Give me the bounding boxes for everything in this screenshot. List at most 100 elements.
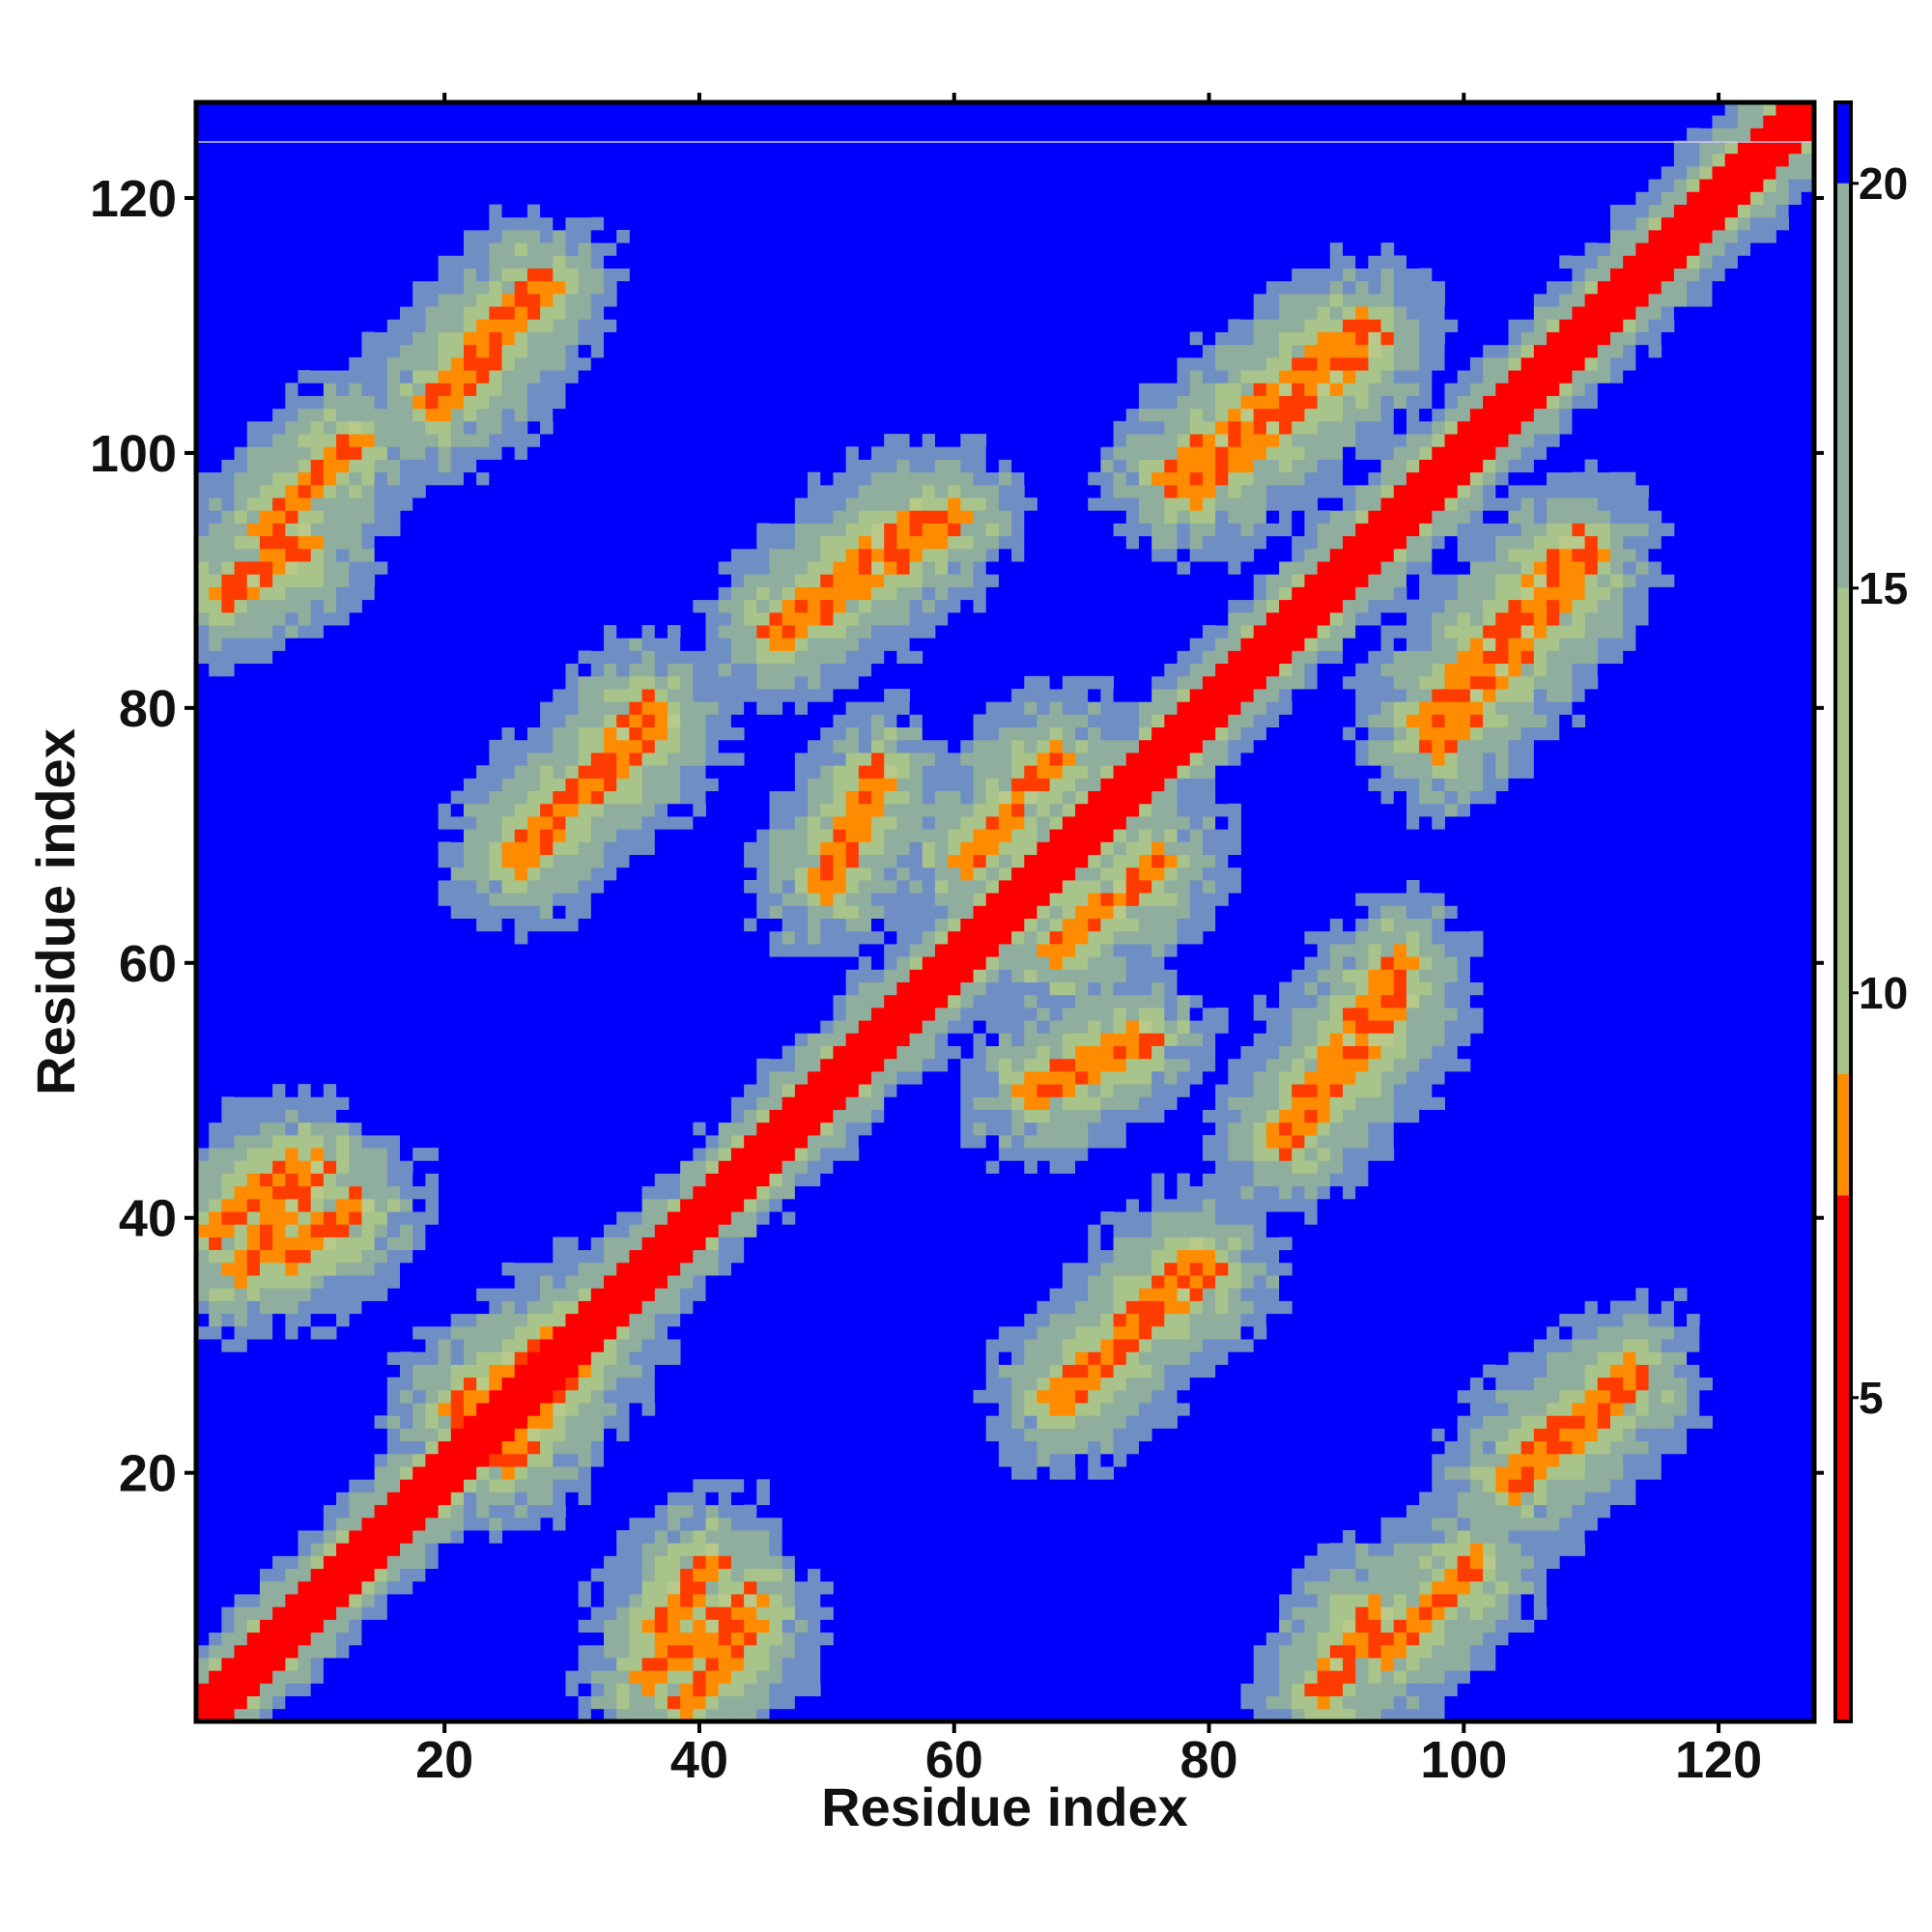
heatmap-cell xyxy=(425,319,439,332)
heatmap-cell xyxy=(1189,1007,1204,1021)
heatmap-cell xyxy=(1049,1403,1064,1416)
heatmap-cell xyxy=(756,893,770,906)
heatmap-cell xyxy=(808,1185,821,1200)
heatmap-cell xyxy=(310,1606,325,1620)
heatmap-cell xyxy=(922,1007,936,1021)
heatmap-cell xyxy=(756,1185,770,1200)
heatmap-cell xyxy=(501,1453,516,1467)
heatmap-cell xyxy=(476,370,490,384)
heatmap-cell xyxy=(1125,778,1140,792)
heatmap-cell xyxy=(540,854,554,868)
heatmap-cell xyxy=(616,1530,630,1544)
heatmap-cell xyxy=(1202,1084,1216,1097)
heatmap-cell xyxy=(934,586,949,601)
heatmap-cell xyxy=(1240,1313,1255,1327)
heatmap-cell xyxy=(1177,1236,1191,1251)
heatmap-cell xyxy=(884,459,897,473)
heatmap-cell xyxy=(641,1339,656,1352)
heatmap-cell xyxy=(438,893,452,906)
heatmap-cell xyxy=(1177,1300,1191,1315)
heatmap-cell xyxy=(438,1415,452,1429)
heatmap-cell xyxy=(718,548,732,562)
heatmap-cell xyxy=(616,1670,630,1684)
heatmap-cell xyxy=(1088,1096,1101,1110)
heatmap-cell xyxy=(1062,1415,1076,1429)
heatmap-cell xyxy=(1138,1224,1152,1237)
heatmap-cell xyxy=(196,523,210,537)
heatmap-cell xyxy=(246,1148,261,1161)
heatmap-cell xyxy=(400,1466,413,1480)
heatmap-cell xyxy=(756,841,770,856)
heatmap-cell xyxy=(540,1403,554,1416)
heatmap-cell xyxy=(973,1096,987,1110)
heatmap-cell xyxy=(1253,994,1267,1009)
heatmap-cell xyxy=(1138,893,1152,906)
heatmap-cell xyxy=(794,765,809,779)
heatmap-cell xyxy=(1189,714,1204,728)
heatmap-cell xyxy=(1088,434,1101,447)
heatmap-cell xyxy=(1215,1249,1229,1264)
heatmap-cell xyxy=(744,880,757,894)
heatmap-cell xyxy=(985,880,1000,894)
heatmap-cell xyxy=(781,1580,796,1595)
heatmap-cell xyxy=(374,459,388,473)
heatmap-cell xyxy=(858,548,872,562)
heatmap-cell xyxy=(1100,969,1115,982)
heatmap-cell xyxy=(604,689,617,702)
heatmap-cell xyxy=(196,650,210,665)
heatmap-cell xyxy=(514,344,528,358)
heatmap-cell xyxy=(1062,1249,1076,1264)
heatmap-cell xyxy=(680,1632,694,1646)
heatmap-cell xyxy=(808,1644,821,1659)
heatmap-cell xyxy=(616,854,630,868)
heatmap-cell xyxy=(209,471,222,486)
heatmap-cell xyxy=(1125,434,1140,447)
heatmap-cell xyxy=(998,778,1012,792)
heatmap-cell xyxy=(629,854,643,868)
heatmap-cell xyxy=(1151,1440,1165,1455)
heatmap-cell xyxy=(196,1211,210,1225)
heatmap-cell xyxy=(1164,1403,1178,1416)
heatmap-cell xyxy=(1253,611,1267,626)
heatmap-cell xyxy=(374,1109,388,1123)
heatmap-cell xyxy=(909,523,923,537)
heatmap-cell xyxy=(1228,523,1241,537)
heatmap-cell xyxy=(705,1632,720,1646)
heatmap-cell xyxy=(1100,689,1115,702)
heatmap-cell xyxy=(400,1403,413,1416)
heatmap-cell xyxy=(565,1364,580,1378)
heatmap-cell xyxy=(259,1632,273,1646)
heatmap-cell xyxy=(744,1543,757,1556)
heatmap-cell xyxy=(1113,1453,1127,1467)
heatmap-cell xyxy=(871,689,885,702)
heatmap-cell xyxy=(781,663,796,677)
heatmap-cell xyxy=(718,1122,732,1136)
heatmap-cell xyxy=(730,1695,745,1710)
heatmap-cell xyxy=(1088,714,1101,728)
heatmap-cell xyxy=(514,701,528,715)
heatmap-cell xyxy=(1151,408,1165,422)
heatmap-cell xyxy=(489,434,502,447)
heatmap-cell xyxy=(578,701,592,715)
heatmap-cell xyxy=(1164,1364,1178,1378)
heatmap-cell xyxy=(501,1415,516,1429)
heatmap-cell xyxy=(884,663,897,677)
heatmap-cell xyxy=(794,611,809,626)
heatmap-cell xyxy=(463,242,477,256)
heatmap-cell xyxy=(272,1211,286,1225)
heatmap-cell xyxy=(1151,880,1165,894)
heatmap-cell xyxy=(209,459,222,473)
heatmap-cell xyxy=(680,1708,694,1722)
heatmap-cell xyxy=(246,548,261,562)
heatmap-cell xyxy=(604,1300,617,1315)
heatmap-cell xyxy=(489,1428,502,1442)
heatmap-cell xyxy=(1202,1096,1216,1110)
heatmap-cell xyxy=(1253,1160,1267,1174)
heatmap-cell xyxy=(386,356,401,371)
heatmap-cell xyxy=(298,1568,312,1582)
heatmap-cell xyxy=(1075,1351,1089,1365)
heatmap-cell xyxy=(450,1275,465,1289)
heatmap-cell xyxy=(514,1466,528,1480)
heatmap-cell xyxy=(1151,1084,1165,1097)
heatmap-cell xyxy=(756,1070,770,1085)
